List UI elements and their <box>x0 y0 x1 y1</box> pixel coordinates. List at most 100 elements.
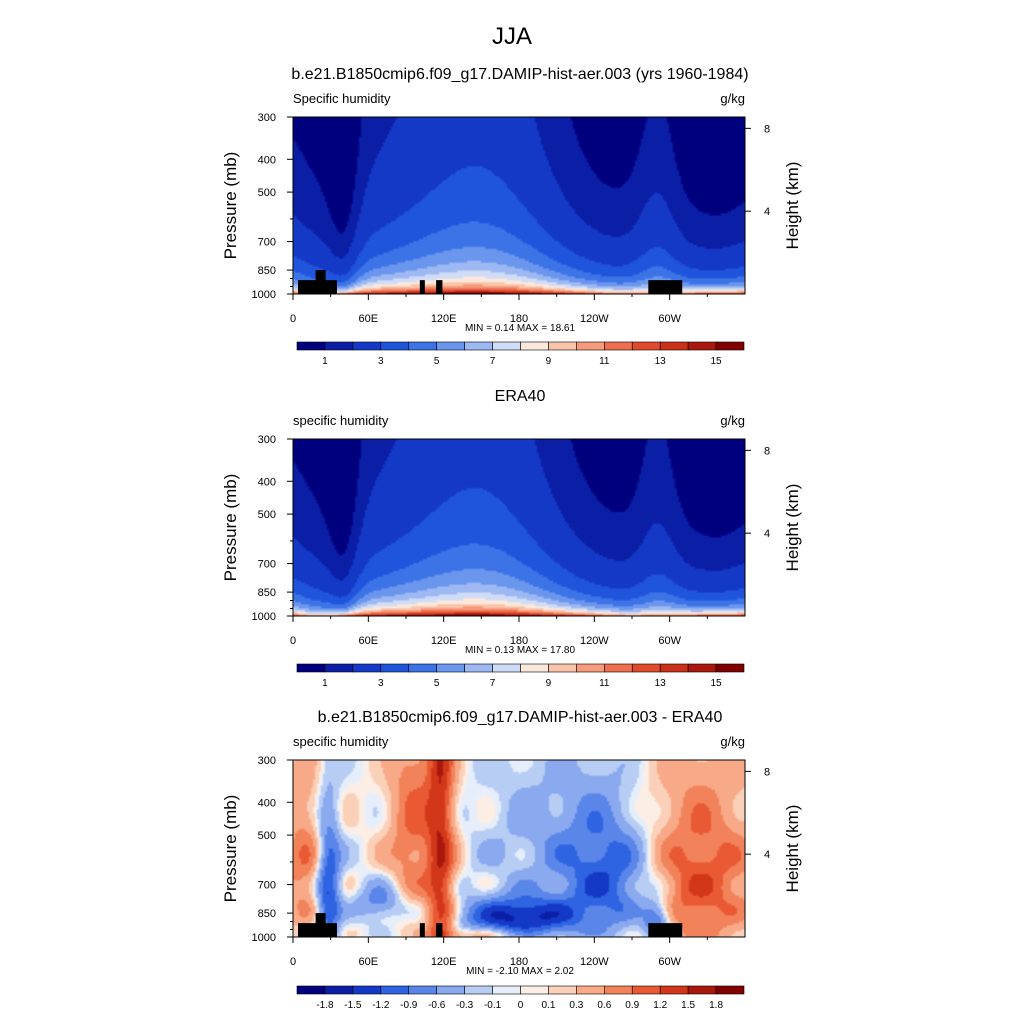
chart-panel-3: b.e21.B1850cmip6.f09_g17.DAMIP-hist-aer.… <box>221 709 802 1011</box>
colorbar-box <box>380 985 410 995</box>
colorbar-box <box>687 985 717 995</box>
colorbar-label: 15 <box>711 678 723 689</box>
y-tick-label: 500 <box>258 187 276 199</box>
colorbar-label: -0.3 <box>456 1000 474 1011</box>
variable-label: specific humidity <box>293 413 389 428</box>
colorbar-label: 0.3 <box>569 1000 583 1011</box>
colorbar-box <box>604 985 633 995</box>
x-tick-label: 120W <box>580 956 609 968</box>
colorbar-label: 3 <box>378 678 384 689</box>
contour-field <box>293 439 745 616</box>
y-right-axis-label: Height (km) <box>783 484 802 572</box>
terrain-mask <box>419 923 425 937</box>
colorbar-box <box>687 663 717 673</box>
y-right-axis-label: Height (km) <box>783 162 802 250</box>
colorbar-box <box>492 663 521 673</box>
colorbar-label: -0.6 <box>428 1000 446 1011</box>
y-right-tick-label: 4 <box>764 206 770 218</box>
contour-field <box>293 760 745 937</box>
chart-panel-1: b.e21.B1850cmip6.f09_g17.DAMIP-hist-aer.… <box>221 66 802 367</box>
colorbar-box <box>324 985 354 995</box>
colorbar-label: 1.2 <box>653 1000 667 1011</box>
y-tick-label: 700 <box>258 559 276 571</box>
colorbar-label: 9 <box>546 678 552 689</box>
x-tick-label: 180 <box>510 635 528 647</box>
colorbar-box <box>631 985 661 995</box>
y-tick-label: 300 <box>258 112 276 124</box>
colorbar-label: 5 <box>434 678 440 689</box>
y-right-tick-label: 4 <box>764 528 770 540</box>
colorbar-label: -1.8 <box>316 1000 334 1011</box>
colorbar-box <box>464 663 493 673</box>
colorbar-label: 7 <box>490 678 496 689</box>
colorbar-label: 7 <box>490 356 496 367</box>
terrain-mask <box>315 913 326 937</box>
colorbar-label: 0.6 <box>597 1000 611 1011</box>
y-axis-label: Pressure (mb) <box>221 152 240 260</box>
colorbar-label: -1.5 <box>344 1000 362 1011</box>
y-tick-label: 400 <box>258 797 276 809</box>
terrain-mask <box>648 280 683 294</box>
variable-label: specific humidity <box>293 734 389 749</box>
units-label: g/kg <box>720 734 745 749</box>
terrain-mask <box>419 280 425 294</box>
colorbar-box <box>687 341 717 351</box>
y-tick-label: 1000 <box>252 289 276 301</box>
y-tick-label: 700 <box>258 237 276 249</box>
y-right-tick-label: 4 <box>764 849 770 861</box>
x-tick-label: 120W <box>580 635 609 647</box>
colorbar-box <box>352 985 382 995</box>
y-right-tick-label: 8 <box>764 766 770 778</box>
units-label: g/kg <box>720 413 745 428</box>
colorbar-label: 1.5 <box>681 1000 695 1011</box>
colorbar-label: 5 <box>434 356 440 367</box>
colorbar-box <box>296 341 326 351</box>
contour-field <box>293 117 745 294</box>
colorbar-label: 3 <box>378 356 384 367</box>
x-tick-label: 180 <box>510 313 528 325</box>
colorbar-box <box>659 985 689 995</box>
terrain-mask <box>648 923 683 937</box>
colorbar-box <box>352 341 382 351</box>
colorbar-box <box>296 985 326 995</box>
colorbar-box <box>631 341 661 351</box>
y-tick-label: 500 <box>258 830 276 842</box>
min-max-text: MIN = -2.10 MAX = 2.02 <box>466 966 574 977</box>
y-tick-label: 300 <box>258 755 276 767</box>
colorbar-box <box>492 341 521 351</box>
y-tick-label: 700 <box>258 880 276 892</box>
colorbar-box <box>324 663 354 673</box>
y-tick-label: 850 <box>258 265 276 277</box>
colorbar-box <box>576 663 605 673</box>
y-right-tick-label: 8 <box>764 123 770 135</box>
colorbar-box <box>520 985 549 995</box>
colorbar-box <box>380 341 410 351</box>
y-tick-label: 500 <box>258 509 276 521</box>
x-tick-label: 60W <box>658 956 681 968</box>
terrain-mask <box>315 270 326 294</box>
colorbar-box <box>715 341 745 351</box>
x-tick-label: 0 <box>290 313 296 325</box>
y-tick-label: 850 <box>258 587 276 599</box>
colorbar-box <box>715 663 745 673</box>
colorbar-box <box>380 663 410 673</box>
colorbar-box <box>492 985 521 995</box>
y-tick-label: 300 <box>258 434 276 446</box>
colorbar-label: 13 <box>655 678 667 689</box>
colorbar-label: 0 <box>518 1000 524 1011</box>
colorbar-box <box>520 663 549 673</box>
colorbar-box <box>659 663 689 673</box>
panel-title: b.e21.B1850cmip6.f09_g17.DAMIP-hist-aer.… <box>318 709 723 726</box>
colorbar-box <box>548 985 577 995</box>
colorbar-box <box>604 341 633 351</box>
colorbar-box <box>464 985 493 995</box>
colorbar-box <box>576 341 605 351</box>
x-tick-label: 60E <box>359 635 379 647</box>
y-right-axis-label: Height (km) <box>783 805 802 893</box>
colorbar-box <box>464 341 493 351</box>
colorbar-label: -1.2 <box>372 1000 390 1011</box>
colorbar-box <box>436 663 465 673</box>
colorbar-box <box>548 341 577 351</box>
colorbar-label: 1.8 <box>709 1000 723 1011</box>
